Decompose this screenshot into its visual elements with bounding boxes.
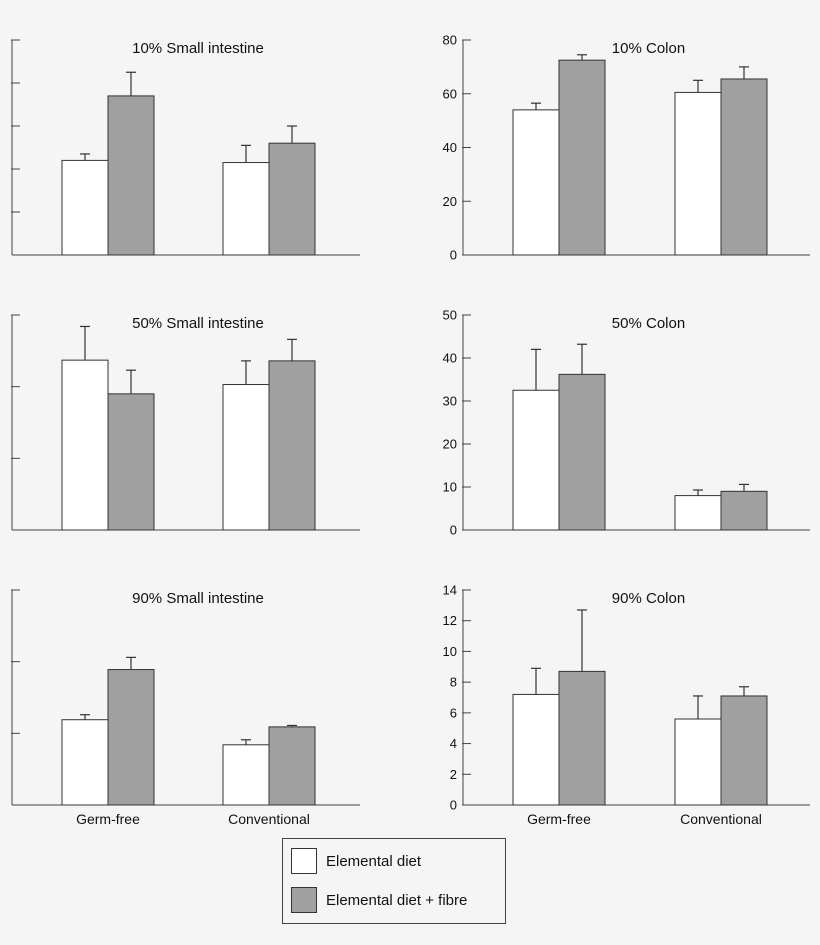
y-tick-label: 40 <box>443 351 457 366</box>
y-tick-label: 4 <box>450 736 457 751</box>
bar <box>512 693 560 806</box>
bar <box>674 91 722 256</box>
category-label: Conventional <box>680 811 762 827</box>
panel-title: 10% Small intestine <box>132 40 264 57</box>
bar <box>61 159 109 256</box>
bar <box>107 669 155 806</box>
bar <box>720 695 768 806</box>
legend-label: Elemental diet <box>326 852 422 870</box>
bar <box>268 142 316 256</box>
panel-title: 50% Small intestine <box>132 315 264 332</box>
panel-title: 10% Colon <box>612 40 685 57</box>
y-tick-label: 50 <box>443 308 457 323</box>
y-tick-label: 40 <box>443 140 457 155</box>
y-tick-label: 2 <box>450 767 457 782</box>
bar <box>268 726 316 806</box>
legend-item-elemental-diet: Elemental diet <box>291 848 421 874</box>
y-tick-label: 6 <box>450 705 457 720</box>
bar <box>720 490 768 531</box>
bar <box>61 359 109 531</box>
bar <box>107 393 155 531</box>
bar <box>512 389 560 531</box>
bar <box>268 360 316 531</box>
legend: Elemental diet Elemental diet + fibre <box>282 838 506 924</box>
bar <box>222 384 270 531</box>
y-tick-label: 10 <box>443 480 457 495</box>
bar <box>558 670 606 806</box>
bar <box>222 744 270 806</box>
bar <box>674 495 722 531</box>
bar <box>720 78 768 256</box>
bar <box>61 719 109 806</box>
bar <box>512 109 560 256</box>
y-tick-label: 0 <box>450 248 457 263</box>
panel-title: 50% Colon <box>612 315 685 332</box>
category-label: Germ-free <box>76 811 140 827</box>
category-label: Conventional <box>228 811 310 827</box>
y-tick-label: 20 <box>443 194 457 209</box>
y-tick-label: 10 <box>443 644 457 659</box>
legend-label: Elemental diet + fibre <box>326 891 468 909</box>
panel-title: 90% Colon <box>612 590 685 607</box>
bar <box>674 718 722 806</box>
y-tick-label: 60 <box>443 86 457 101</box>
legend-swatch-elemental-diet <box>291 848 317 874</box>
y-tick-label: 0 <box>450 523 457 538</box>
y-tick-label: 14 <box>443 583 457 598</box>
bar <box>222 162 270 256</box>
legend-swatch-elemental-diet-fibre <box>291 887 317 913</box>
y-tick-label: 80 <box>443 33 457 48</box>
y-tick-label: 12 <box>443 613 457 628</box>
y-tick-label: 8 <box>450 675 457 690</box>
y-tick-label: 30 <box>443 394 457 409</box>
panel-title: 90% Small intestine <box>132 590 264 607</box>
legend-item-elemental-diet-fibre: Elemental diet + fibre <box>291 887 467 913</box>
y-tick-label: 20 <box>443 437 457 452</box>
bar <box>107 95 155 256</box>
category-label: Germ-free <box>527 811 591 827</box>
bar <box>558 59 606 256</box>
y-tick-label: 0 <box>450 798 457 813</box>
bar <box>558 373 606 531</box>
